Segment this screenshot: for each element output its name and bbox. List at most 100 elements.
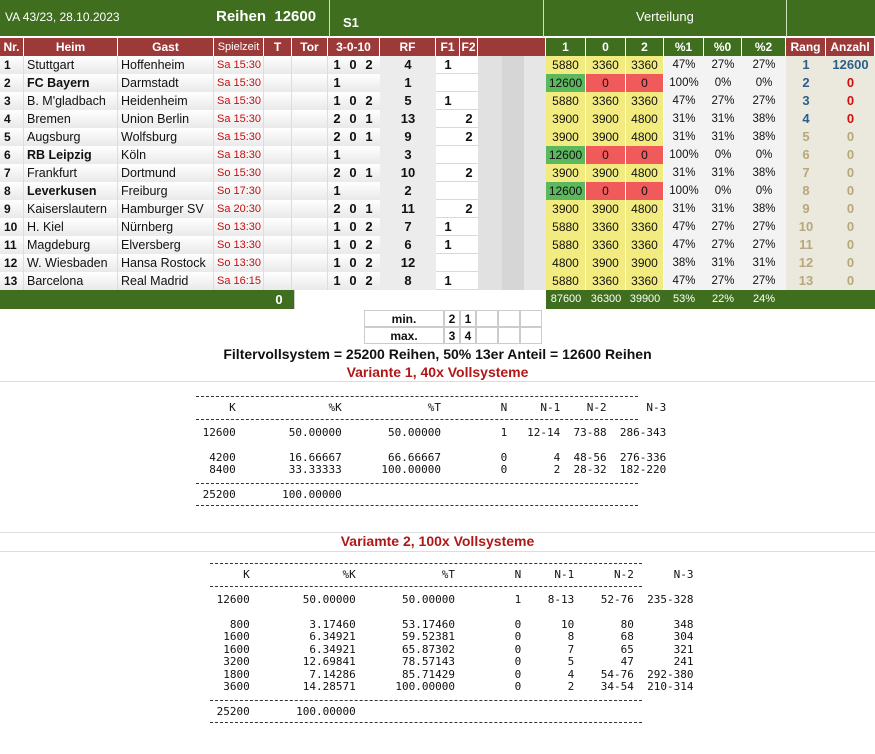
tip-0: 0 xyxy=(349,201,357,216)
pct-0: 31% xyxy=(704,128,742,146)
table-row: 1800 7.14286 85.71429 0 4 54-76 292-380 xyxy=(210,667,694,681)
table-row[interactable]: 7 Frankfurt Dortmund So 15:30 2 0 1 10 2 3900 3900… xyxy=(0,164,875,182)
f1-value xyxy=(436,200,460,218)
dist-1: 5880 xyxy=(546,92,586,110)
pct-1: 100% xyxy=(664,74,704,92)
table-total: 25200 100.00000 xyxy=(210,704,356,718)
rank: 7 xyxy=(786,164,826,182)
blank-cell xyxy=(524,254,546,272)
tip-0: 0 xyxy=(349,165,357,180)
table-row[interactable]: 3 B. M'gladbach Heidenheim Sa 15:30 1 0 2 5 1 588… xyxy=(0,92,875,110)
dist-0: 3360 xyxy=(586,236,626,254)
pct-1: 31% xyxy=(664,110,704,128)
rf-value: 7 xyxy=(380,218,436,236)
table-row[interactable]: 8 Leverkusen Freiburg So 17:30 1 2 12600 0 0 100%… xyxy=(0,182,875,200)
filter-title: Filtervollsystem = 25200 Reihen, 50% 13e… xyxy=(223,346,652,362)
blank-cell xyxy=(502,218,524,236)
f1-value: 1 xyxy=(444,237,452,252)
col-header: Rang xyxy=(786,38,826,56)
count: 0 xyxy=(826,128,875,146)
f1-value xyxy=(436,254,460,272)
tip-0 xyxy=(345,146,361,164)
pct-1: 38% xyxy=(664,254,704,272)
dist-2: 3360 xyxy=(626,92,664,110)
pct-0: 27% xyxy=(704,218,742,236)
tip-2: 1 xyxy=(365,201,373,216)
pct-2: 38% xyxy=(742,200,786,218)
table-row[interactable]: 13 Barcelona Real Madrid Sa 16:15 1 0 2 8 1 5880 3… xyxy=(0,272,875,290)
table-row[interactable]: 10 H. Kiel Nürnberg So 13:30 1 0 2 7 1 5880 3360 33… xyxy=(0,218,875,236)
table-row: 1600 6.34921 65.87302 0 7 65 321 xyxy=(210,642,694,656)
blank-cell xyxy=(478,272,502,290)
tip-2: 1 xyxy=(365,129,373,144)
pct-1: 47% xyxy=(664,236,704,254)
max-a: 3 xyxy=(444,327,460,344)
blank-cell xyxy=(502,236,524,254)
blank-cell xyxy=(478,164,502,182)
pct-0: 31% xyxy=(704,200,742,218)
count: 0 xyxy=(826,164,875,182)
dist-1: 3900 xyxy=(546,128,586,146)
tip-2 xyxy=(361,182,377,200)
table-row: 12600 50.00000 50.00000 1 8-13 52-76 235… xyxy=(210,592,694,606)
goals-cell xyxy=(292,182,328,200)
col-header: F2 xyxy=(460,38,478,56)
table-row[interactable]: 11 Magdeburg Elversberg So 13:30 1 0 2 6 1 5880 33… xyxy=(0,236,875,254)
kickoff-time: So 17:30 xyxy=(214,182,264,200)
variant1-title: Variante 1, 40x Vollsysteme xyxy=(346,364,529,380)
rf-value: 1 xyxy=(380,74,436,92)
tip-1: 1 xyxy=(333,57,341,72)
blank-cell xyxy=(502,164,524,182)
blank-cell xyxy=(524,272,546,290)
rank: 12 xyxy=(786,254,826,272)
min-b: 1 xyxy=(460,310,476,327)
f2-value xyxy=(460,92,478,110)
col-header: 3-0-10 xyxy=(328,38,380,56)
f2-value: 2 xyxy=(465,111,473,126)
tip-cell xyxy=(264,254,292,272)
pct-1: 53% xyxy=(672,293,696,305)
goals-cell xyxy=(292,200,328,218)
away-team: Darmstadt xyxy=(118,74,214,92)
rank: 13 xyxy=(786,272,826,290)
sum-2: 39900 xyxy=(629,293,661,305)
table-row[interactable]: 5 Augsburg Wolfsburg Sa 15:30 2 0 1 9 2 3900 3900 4… xyxy=(0,128,875,146)
away-team: Wolfsburg xyxy=(118,128,214,146)
f2-value: 2 xyxy=(465,165,473,180)
blank-cell xyxy=(478,56,502,74)
table-row[interactable]: 1 Stuttgart Hoffenheim Sa 15:30 1 0 2 4 1 5880 336… xyxy=(0,56,875,74)
table-row: 800 3.17460 53.17460 0 10 80 348 xyxy=(210,617,694,631)
row-nr: 3 xyxy=(0,92,24,110)
home-team: Barcelona xyxy=(24,272,118,290)
pct-1: 47% xyxy=(664,56,704,74)
dist-1: 12600 xyxy=(546,74,586,92)
tip-2: 2 xyxy=(365,273,373,288)
col-header: Heim xyxy=(24,38,118,56)
tip-cell xyxy=(264,200,292,218)
goals-cell xyxy=(292,164,328,182)
dist-0: 0 xyxy=(586,182,626,200)
kickoff-time: Sa 16:15 xyxy=(214,272,264,290)
dist-2: 4800 xyxy=(626,164,664,182)
row-nr: 7 xyxy=(0,164,24,182)
tip-1: 2 xyxy=(333,111,341,126)
table-row[interactable]: 9 Kaiserslautern Hamburger SV Sa 20:30 2 0 1 11… xyxy=(0,200,875,218)
f2-value xyxy=(460,236,478,254)
pct-1: 31% xyxy=(664,200,704,218)
table-row[interactable]: 2 FC Bayern Darmstadt Sa 15:30 1 1 12600 0 0 100%… xyxy=(0,74,875,92)
tip-2 xyxy=(361,146,377,164)
rf-value: 6 xyxy=(380,236,436,254)
dist-1: 4800 xyxy=(546,254,586,272)
table-row[interactable]: 6 RB Leipzig Köln Sa 18:30 1 3 12600 0 0 100% 0% 0%… xyxy=(0,146,875,164)
count: 0 xyxy=(826,272,875,290)
count: 0 xyxy=(826,236,875,254)
table-row[interactable]: 12 W. Wiesbaden Hansa Rostock So 13:30 1 0 2 12… xyxy=(0,254,875,272)
home-team: Magdeburg xyxy=(24,236,118,254)
table-row[interactable]: 4 Bremen Union Berlin Sa 15:30 2 0 1 13 2 3900 390… xyxy=(0,110,875,128)
top-bar: VA 43/23, 28.10.2023 Reihen 12600 S1 Ver… xyxy=(0,0,875,37)
dist-2: 3360 xyxy=(626,218,664,236)
f2-value xyxy=(460,56,478,74)
tip-cell xyxy=(264,182,292,200)
dist-2: 4800 xyxy=(626,200,664,218)
rf-value: 5 xyxy=(380,92,436,110)
